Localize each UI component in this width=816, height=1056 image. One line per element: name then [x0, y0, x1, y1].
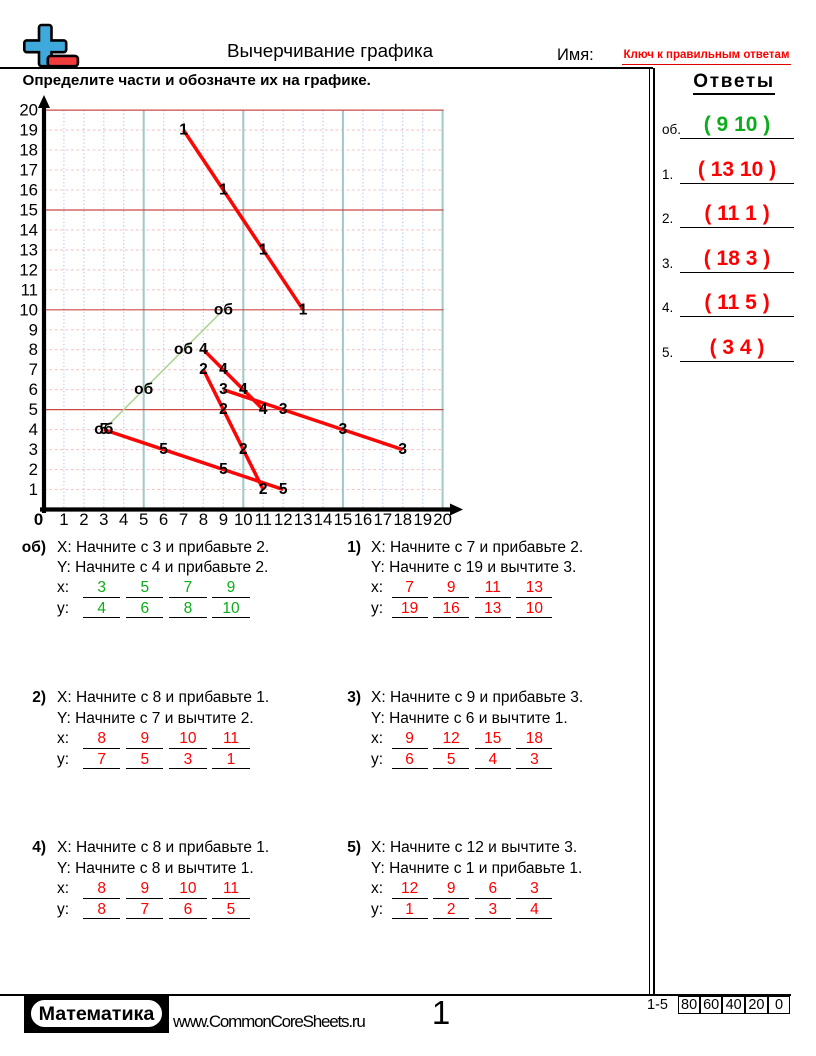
svg-text:10: 10 [234, 510, 253, 529]
svg-text:14: 14 [19, 220, 38, 239]
svg-text:11: 11 [254, 510, 271, 529]
svg-text:3: 3 [99, 510, 108, 529]
svg-text:1: 1 [299, 301, 308, 318]
svg-text:об: об [174, 341, 193, 358]
svg-text:8: 8 [29, 340, 38, 359]
svg-text:об: об [94, 421, 113, 438]
svg-text:2: 2 [219, 401, 228, 418]
svg-text:2: 2 [79, 510, 88, 529]
svg-text:1: 1 [179, 122, 188, 139]
svg-text:9: 9 [219, 510, 228, 529]
svg-text:13: 13 [19, 240, 38, 259]
svg-text:10: 10 [19, 300, 38, 319]
svg-text:14: 14 [314, 510, 333, 529]
svg-text:5: 5 [139, 510, 148, 529]
svg-text:17: 17 [19, 161, 38, 180]
svg-text:7: 7 [29, 360, 38, 379]
svg-text:15: 15 [19, 201, 38, 220]
svg-text:3: 3 [219, 381, 228, 398]
svg-text:3: 3 [339, 421, 348, 438]
svg-text:18: 18 [393, 510, 412, 529]
svg-text:9: 9 [29, 320, 38, 339]
svg-text:3: 3 [29, 440, 38, 459]
svg-text:5: 5 [29, 400, 38, 419]
svg-text:20: 20 [433, 510, 452, 529]
svg-text:7: 7 [179, 510, 188, 529]
svg-text:18: 18 [19, 141, 38, 160]
svg-text:1: 1 [59, 510, 68, 529]
svg-text:4: 4 [199, 341, 208, 358]
svg-text:16: 16 [19, 181, 38, 200]
svg-text:4: 4 [119, 510, 128, 529]
svg-text:5: 5 [159, 441, 168, 458]
svg-text:6: 6 [29, 380, 38, 399]
svg-text:4: 4 [29, 420, 38, 439]
svg-text:3: 3 [279, 401, 288, 418]
svg-text:8: 8 [199, 510, 208, 529]
svg-text:4: 4 [259, 401, 268, 418]
svg-text:11: 11 [21, 280, 38, 299]
svg-text:17: 17 [373, 510, 392, 529]
svg-text:4: 4 [239, 381, 248, 398]
svg-text:6: 6 [159, 510, 168, 529]
svg-text:1: 1 [219, 182, 228, 199]
svg-text:19: 19 [19, 121, 38, 140]
svg-text:19: 19 [413, 510, 432, 529]
svg-text:5: 5 [99, 421, 108, 438]
svg-text:1: 1 [259, 241, 268, 258]
svg-text:15: 15 [334, 510, 353, 529]
svg-text:20: 20 [19, 101, 38, 120]
svg-text:1: 1 [29, 480, 38, 499]
svg-text:2: 2 [239, 441, 248, 458]
svg-text:5: 5 [219, 461, 228, 478]
svg-text:12: 12 [19, 260, 38, 279]
svg-text:об: об [214, 301, 233, 318]
svg-text:3: 3 [398, 441, 407, 458]
svg-text:16: 16 [354, 510, 373, 529]
svg-text:13: 13 [294, 510, 313, 529]
svg-text:2: 2 [199, 361, 208, 378]
svg-text:2: 2 [259, 481, 268, 498]
svg-text:2: 2 [29, 460, 38, 479]
svg-text:0: 0 [34, 510, 43, 529]
svg-text:4: 4 [219, 361, 228, 378]
svg-text:5: 5 [279, 481, 288, 498]
svg-text:об: об [134, 381, 153, 398]
svg-text:12: 12 [274, 510, 293, 529]
